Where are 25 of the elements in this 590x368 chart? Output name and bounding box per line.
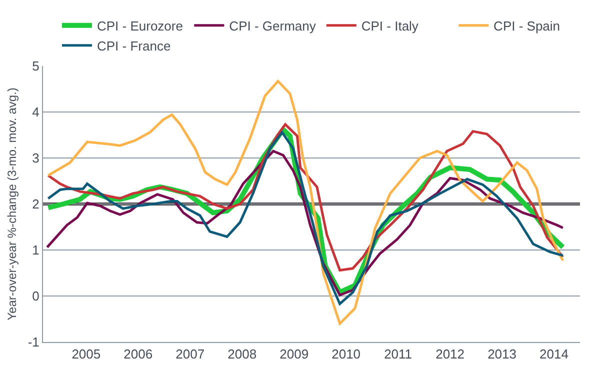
legend-label: CPI - Eurozore xyxy=(97,18,183,34)
x-tick-label: 2006 xyxy=(124,346,153,362)
x-tick-label: 2013 xyxy=(488,346,516,362)
y-tick-label: 3 xyxy=(32,150,40,166)
y-tick-label: 2 xyxy=(32,196,40,212)
legend-label: CPI - Germany xyxy=(229,18,316,34)
line-series xyxy=(46,123,564,272)
y-tick-label: 4 xyxy=(32,104,40,120)
legend-label: CPI - Spain xyxy=(494,18,560,34)
x-tick-label: 2007 xyxy=(176,346,205,362)
x-tick-label: 2005 xyxy=(72,346,101,362)
y-tick-label: 1 xyxy=(32,242,40,258)
x-tick-label: 2008 xyxy=(228,346,257,362)
x-tick-label: 2014 xyxy=(540,346,568,362)
line-series xyxy=(46,80,564,325)
y-tick-label: 0 xyxy=(32,288,40,304)
y-tick-label: -1 xyxy=(28,334,40,350)
x-tick-label: 2010 xyxy=(332,346,361,362)
x-tick-label: 2012 xyxy=(436,346,464,362)
y-tick-label: 5 xyxy=(32,58,40,74)
x-tick-label: 2011 xyxy=(384,346,412,362)
y-axis-title: Year-over-year %-change (3-mo. mov. avg.) xyxy=(5,88,20,320)
x-tick-label: 2009 xyxy=(280,346,309,362)
legend-label: CPI - Italy xyxy=(361,18,419,34)
legend-label: CPI - France xyxy=(97,38,171,54)
